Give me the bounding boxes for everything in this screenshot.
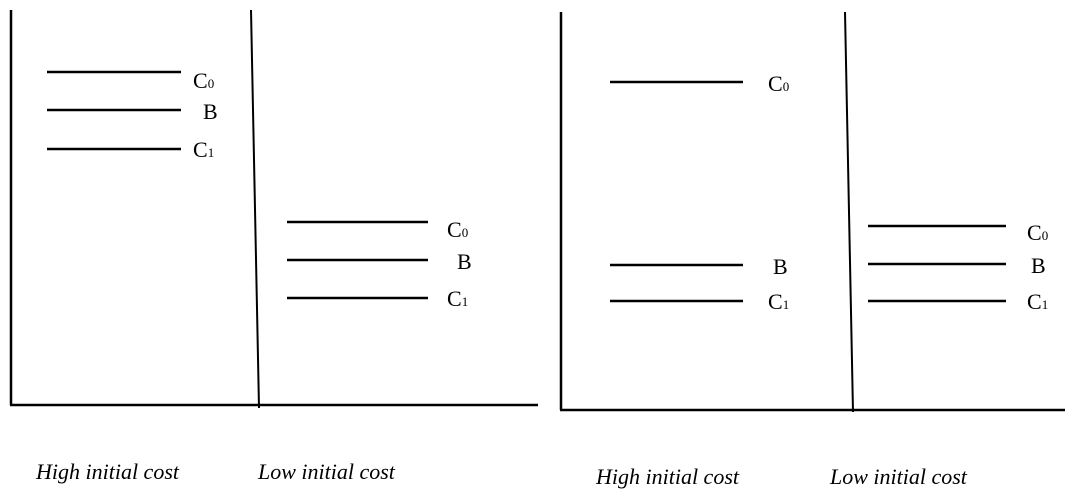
panel-1-left-b-label: B [203,99,218,124]
panel-1: C0 B C1 C0 B C1 High initial cost Low in… [9,9,538,484]
panel-2-left-caption: High initial cost [595,464,740,489]
panel-2: C0 B C1 C0 B C1 High initial cost Low in… [559,11,1065,489]
panel-2-left-c0-label: C0 [768,71,789,96]
panel-2-left-b-label: B [773,254,788,279]
panel-2-right-caption: Low initial cost [829,464,968,489]
panel-1-right-c0-label: C0 [447,217,468,242]
panel-2-right-c0-label: C0 [1027,220,1048,245]
panel-1-divider [250,9,260,409]
panel-1-left-caption: High initial cost [35,459,180,484]
panel-1-left-c1-label: C1 [193,137,214,162]
panel-2-divider [844,11,854,413]
panel-1-left-c0-label: C0 [193,68,214,93]
panel-2-left-c1-label: C1 [768,289,789,314]
panel-1-right-caption: Low initial cost [257,459,396,484]
panel-2-right-b-label: B [1031,253,1046,278]
panel-1-right-c1-label: C1 [447,286,468,311]
panel-2-right-c1-label: C1 [1027,289,1048,314]
panel-1-right-b-label: B [457,249,472,274]
